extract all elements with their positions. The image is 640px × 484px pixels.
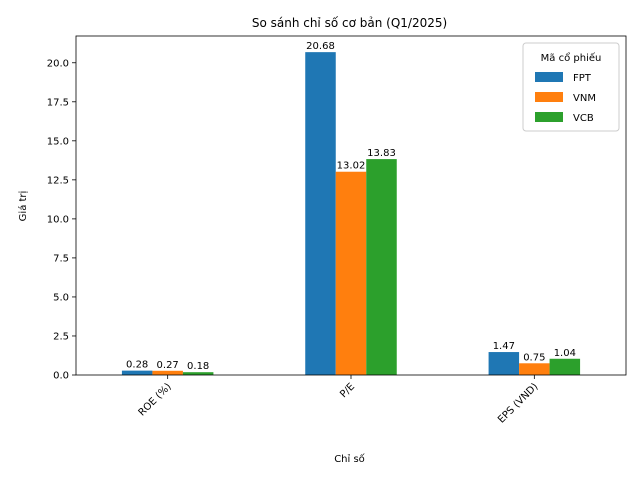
- x-tick-label: ROE (%): [137, 381, 174, 418]
- legend: Mã cổ phiếu FPT VNM VCB: [522, 42, 620, 132]
- y-tick-label: 15.0: [47, 136, 69, 147]
- bar-vnm-0: [152, 370, 183, 375]
- value-label-vnm-1: 13.02: [337, 161, 366, 172]
- y-tick-label: 20.0: [47, 58, 69, 69]
- axes-frame: [75, 35, 627, 376]
- legend-label-fpt: FPT: [573, 73, 592, 84]
- legend-title: Mã cổ phiếu: [541, 51, 602, 64]
- value-label-fpt-0: 0.28: [126, 360, 148, 371]
- bar-vcb-2: [549, 358, 581, 375]
- bar-vnm-1: [335, 171, 367, 375]
- legend-swatch-vcb: [535, 112, 563, 122]
- y-tick-label: 2.5: [53, 331, 69, 342]
- legend-swatch-fpt: [535, 72, 563, 82]
- value-label-vnm-0: 0.27: [157, 360, 179, 371]
- bar-fpt-2: [488, 352, 520, 375]
- bar-fpt-1: [305, 52, 336, 376]
- value-label-vcb-0: 0.18: [187, 361, 209, 372]
- x-tick-label: EPS (VND): [496, 381, 540, 425]
- y-tick-label: 12.5: [47, 175, 69, 186]
- legend-label-vnm: VNM: [573, 93, 596, 104]
- value-label-vnm-2: 0.75: [523, 352, 545, 363]
- y-tick-label: 5.0: [53, 292, 69, 303]
- bar-vcb-0: [182, 372, 214, 375]
- y-tick-label: 7.5: [53, 253, 69, 264]
- legend-box: [522, 42, 620, 132]
- y-tick-label: 0.0: [53, 371, 69, 382]
- bar-vnm-2: [519, 363, 550, 375]
- y-tick-label: 17.5: [47, 97, 69, 108]
- legend-swatch-vnm: [535, 92, 563, 102]
- value-label-fpt-1: 20.68: [306, 41, 335, 52]
- bar-vcb-1: [366, 159, 397, 375]
- bar-fpt-0: [121, 370, 153, 375]
- y-tick-label: 10.0: [47, 214, 69, 225]
- value-label-vcb-1: 13.83: [367, 148, 396, 159]
- legend-label-vcb: VCB: [573, 113, 594, 124]
- x-axis-label: Chỉ số: [334, 453, 365, 465]
- x-tick-label: P/E: [338, 381, 357, 400]
- value-label-fpt-2: 1.47: [493, 341, 515, 352]
- y-axis-label: Giá trị: [17, 191, 29, 222]
- value-label-vcb-2: 1.04: [554, 348, 576, 359]
- chart-title: So sánh chỉ số cơ bản (Q1/2025): [252, 16, 447, 30]
